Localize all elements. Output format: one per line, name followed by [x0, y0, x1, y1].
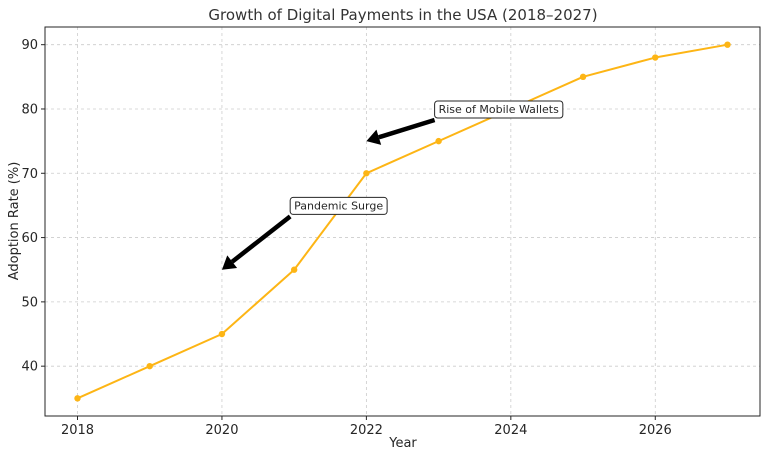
x-tick-label: 2020	[205, 423, 238, 438]
x-axis-label: Year	[388, 436, 417, 451]
data-point	[363, 170, 370, 177]
data-point	[218, 330, 226, 338]
axes	[44, 26, 761, 417]
y-axis-ticks: 40 50 60 70 80 90	[21, 38, 45, 375]
series-line	[77, 43, 728, 400]
annotation-label: Rise of Mobile Wallets	[439, 103, 559, 116]
x-tick-label: 2026	[639, 423, 672, 438]
annotation: Rise of Mobile Wallets	[366, 100, 564, 145]
series-group	[74, 41, 731, 402]
grid-lines	[45, 27, 760, 416]
annotation: Pandemic Surge	[221, 196, 388, 270]
x-axis-ticks: 2018 2020 2022 2024 2026	[61, 416, 672, 438]
y-tick-label: 80	[21, 102, 38, 117]
data-point	[652, 54, 659, 61]
x-tick-label: 2024	[494, 423, 527, 438]
data-point	[435, 137, 442, 145]
y-tick-label: 50	[21, 295, 38, 310]
data-point	[579, 73, 587, 81]
annotation-arrow-shaft	[230, 214, 292, 264]
data-point	[74, 395, 81, 402]
y-tick-label: 60	[21, 231, 38, 246]
data-point	[146, 362, 153, 370]
annotations: Pandemic Surge Rise of Mobile Wallets	[221, 100, 564, 270]
y-tick-label: 90	[21, 38, 38, 53]
x-tick-label: 2018	[61, 423, 94, 438]
annotation-label: Pandemic Surge	[294, 199, 383, 212]
chart-title: Growth of Digital Payments in the USA (2…	[208, 6, 597, 24]
y-axis-label: Adoption Rate (%)	[7, 162, 22, 281]
data-point	[290, 266, 298, 273]
annotation-arrow-shaft	[378, 117, 436, 140]
annotation-box	[289, 196, 388, 215]
data-point	[724, 41, 731, 48]
y-tick-label: 70	[21, 167, 38, 182]
annotation-box	[434, 100, 564, 119]
x-tick-label: 2022	[350, 423, 383, 438]
annotation-arrow-head	[221, 255, 238, 270]
y-tick-label: 40	[21, 360, 38, 375]
plot-frame	[44, 26, 761, 417]
annotation-arrow-head	[366, 129, 382, 145]
